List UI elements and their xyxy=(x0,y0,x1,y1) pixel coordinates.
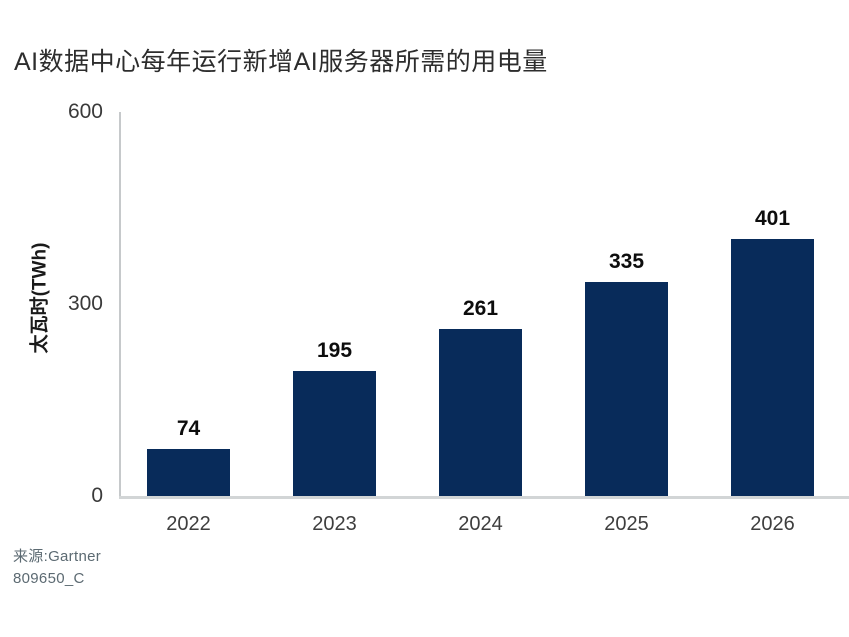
x-axis-line xyxy=(119,496,849,499)
x-tick-2026: 2026 xyxy=(750,513,795,535)
bar-2026 xyxy=(731,239,814,496)
chart-title: AI数据中心每年运行新增AI服务器所需的用电量 xyxy=(14,48,548,76)
x-tick-2025: 2025 xyxy=(604,513,649,535)
x-tick-2024: 2024 xyxy=(458,513,503,535)
value-label-2023: 195 xyxy=(316,339,353,363)
bar-2023 xyxy=(293,371,376,496)
bar-2024 xyxy=(439,328,522,496)
bar-2022 xyxy=(147,448,230,496)
value-label-2026: 401 xyxy=(754,207,791,231)
x-tick-2022: 2022 xyxy=(166,513,211,535)
value-label-2025: 335 xyxy=(608,249,645,273)
y-axis-line xyxy=(119,112,121,497)
x-tick-2023: 2023 xyxy=(312,513,357,535)
value-label-2022: 74 xyxy=(176,416,201,440)
bar-2025 xyxy=(585,281,668,496)
y-tick-300: 300 xyxy=(67,292,103,315)
value-label-2024: 261 xyxy=(462,296,499,320)
y-tick-0: 0 xyxy=(91,484,103,507)
source-reference-id: 809650_C xyxy=(13,570,85,587)
source-attribution: 来源:Gartner xyxy=(13,548,102,565)
y-tick-600: 600 xyxy=(67,100,103,123)
